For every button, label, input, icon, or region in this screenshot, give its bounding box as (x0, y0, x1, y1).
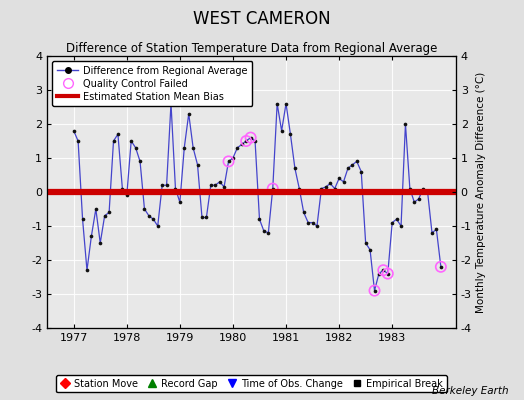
Point (392, 216, 401, 222)
Point (215, 178, 224, 185)
Point (308, 219, 316, 226)
Point (224, 158, 233, 165)
Point (291, 165, 299, 171)
Point (246, 134, 255, 141)
Point (384, 270, 392, 277)
Point (344, 165, 352, 171)
Title: Difference of Station Temperature Data from Regional Average: Difference of Station Temperature Data f… (66, 42, 437, 55)
Point (96, 240, 104, 246)
Point (277, 128, 286, 134)
Point (322, 184, 330, 190)
Point (419, 185, 427, 192)
Point (118, 185, 127, 192)
Point (198, 214, 206, 221)
Point (127, 138, 135, 144)
Point (366, 246, 374, 253)
Point (79, 216, 87, 222)
Point (74, 138, 82, 144)
Point (171, 185, 180, 192)
Point (87, 233, 95, 239)
Point (340, 178, 348, 185)
Point (313, 223, 321, 229)
Point (193, 162, 202, 168)
Point (110, 138, 118, 144)
Point (423, 189, 432, 195)
Point (357, 168, 365, 175)
Y-axis label: Monthly Temperature Anomaly Difference (°C): Monthly Temperature Anomaly Difference (… (476, 71, 486, 313)
Point (304, 219, 312, 226)
Point (251, 138, 259, 144)
Point (101, 212, 109, 219)
Point (145, 212, 153, 219)
Point (237, 141, 246, 148)
Point (414, 196, 423, 202)
Point (326, 180, 334, 187)
Point (242, 138, 250, 144)
Point (70, 128, 78, 134)
Text: Berkeley Earth: Berkeley Earth (432, 386, 508, 396)
Point (233, 144, 242, 151)
Point (348, 162, 356, 168)
Point (136, 158, 144, 165)
Point (224, 158, 233, 165)
Point (83, 267, 91, 274)
Point (132, 144, 140, 151)
Point (260, 228, 268, 234)
Point (189, 144, 198, 151)
Point (123, 192, 131, 198)
Point (206, 182, 215, 188)
Point (149, 216, 158, 222)
Point (211, 182, 220, 188)
Point (202, 214, 211, 221)
Point (362, 240, 370, 246)
Point (295, 185, 303, 192)
Point (379, 267, 388, 274)
Point (282, 100, 290, 107)
Point (269, 185, 277, 192)
Point (353, 158, 361, 165)
Point (246, 134, 255, 141)
Point (379, 267, 388, 274)
Point (370, 287, 379, 294)
Point (255, 216, 264, 222)
Point (273, 100, 281, 107)
Legend: Station Move, Record Gap, Time of Obs. Change, Empirical Break: Station Move, Record Gap, Time of Obs. C… (56, 375, 447, 392)
Point (286, 131, 294, 137)
Text: WEST CAMERON: WEST CAMERON (193, 10, 331, 28)
Point (162, 182, 171, 188)
Point (406, 185, 414, 192)
Point (176, 199, 184, 205)
Point (410, 199, 419, 205)
Point (432, 226, 441, 232)
Point (370, 287, 379, 294)
Point (436, 264, 445, 270)
Point (331, 185, 339, 192)
Point (388, 219, 396, 226)
Point (428, 230, 436, 236)
Point (397, 223, 405, 229)
Point (140, 206, 149, 212)
Point (317, 185, 325, 192)
Point (436, 264, 445, 270)
Point (92, 206, 100, 212)
Point (242, 138, 250, 144)
Point (335, 175, 343, 182)
Point (114, 131, 122, 137)
Point (229, 155, 237, 161)
Point (384, 270, 392, 277)
Point (167, 100, 175, 107)
Point (401, 121, 410, 127)
Point (269, 185, 277, 192)
Point (184, 110, 193, 117)
Point (375, 270, 383, 277)
Point (105, 209, 113, 216)
Point (300, 209, 308, 216)
Point (154, 223, 162, 229)
Point (158, 182, 167, 188)
Point (180, 144, 189, 151)
Point (264, 230, 272, 236)
Point (220, 184, 228, 190)
